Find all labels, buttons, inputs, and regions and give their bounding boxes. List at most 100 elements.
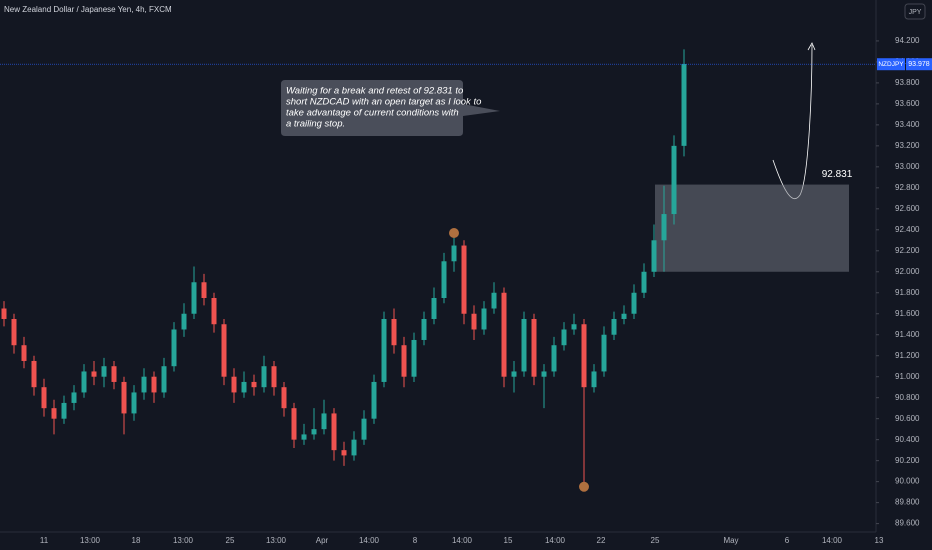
y-tick-label: 93.000: [895, 162, 920, 171]
y-tick-label: 93.800: [895, 78, 920, 87]
candle-body: [671, 145, 677, 215]
candle-body: [681, 64, 687, 146]
currency-label: JPY: [909, 9, 922, 16]
candle-body: [311, 429, 317, 435]
y-tick-label: 90.000: [895, 477, 920, 486]
candle-body: [541, 371, 547, 377]
candle-body: [391, 318, 397, 346]
annotation-line: Waiting for a break and retest of 92.831…: [286, 86, 463, 97]
y-tick-label: 91.600: [895, 309, 920, 318]
x-tick-label: 14:00: [545, 536, 566, 545]
candle-body: [51, 408, 57, 419]
candle-body: [631, 292, 637, 314]
candle-body: [481, 308, 487, 330]
y-tick-label: 92.000: [895, 267, 920, 276]
candle-body: [611, 318, 617, 335]
y-tick-label: 91.200: [895, 351, 920, 360]
chart-title: New Zealand Dollar / Japanese Yen, 4h, F…: [4, 5, 172, 14]
zone: [655, 184, 849, 272]
swing-high-marker: [449, 227, 459, 238]
y-tick-label: 92.600: [895, 204, 920, 213]
candle-body: [411, 339, 417, 377]
candle-body: [121, 381, 127, 414]
y-tick-label: 89.600: [895, 519, 920, 528]
candle-body: [221, 324, 227, 377]
annotation-line: short NZDCAD with an open target as I lo…: [286, 97, 481, 108]
candle-body: [201, 282, 207, 299]
x-tick-label: May: [723, 536, 738, 545]
candle-body: [331, 413, 337, 451]
x-tick-label: 14:00: [359, 536, 380, 545]
candle-body: [461, 245, 467, 314]
symbol-tag: [877, 58, 905, 71]
x-tick-label: 13:00: [266, 536, 287, 545]
price-label: 93.978: [908, 61, 930, 68]
annotation-line: take advantage of current conditions wit…: [286, 108, 459, 119]
candle-body: [521, 318, 527, 372]
candle-body: [1, 308, 7, 319]
candle-body: [441, 261, 447, 299]
candle-body: [561, 329, 567, 346]
candle-body: [401, 345, 407, 377]
candle-body: [321, 413, 327, 430]
candle-body: [421, 318, 427, 340]
zone-label: 92.831: [822, 169, 853, 180]
candle-body: [111, 366, 117, 382]
swing-low-marker: [579, 481, 589, 492]
y-tick-label: 91.400: [895, 330, 920, 339]
x-tick-label: 13:00: [173, 536, 194, 545]
x-tick-label: 13:00: [80, 536, 101, 545]
candle-body: [301, 434, 307, 440]
x-tick-label: 25: [651, 536, 660, 545]
x-tick-label: 13: [875, 536, 884, 545]
candle-body: [641, 271, 647, 293]
y-tick-label: 90.800: [895, 393, 920, 402]
candle-body: [601, 334, 607, 372]
price-tag: [906, 58, 932, 71]
candle-body: [491, 292, 497, 309]
candle-body: [31, 360, 37, 388]
candle-body: [291, 408, 297, 440]
x-tick-label: 11: [40, 536, 49, 545]
candle-body: [151, 376, 157, 393]
candle-body: [91, 371, 97, 377]
arrow-head: [807, 42, 816, 51]
x-tick-label: 15: [504, 536, 513, 545]
candle-body: [511, 371, 517, 377]
currency-box[interactable]: [904, 3, 926, 20]
candle-body: [141, 376, 147, 393]
y-tick-label: 90.600: [895, 414, 920, 423]
y-tick-label: 93.600: [895, 99, 920, 108]
candle-body: [181, 313, 187, 330]
candle-body: [81, 371, 87, 393]
candle-body: [571, 324, 577, 330]
x-tick-label: Apr: [316, 536, 329, 545]
candle-body: [21, 345, 27, 361]
candle-body: [351, 439, 357, 456]
candle-body: [451, 245, 457, 262]
candle-body: [131, 392, 137, 414]
callout-box: [281, 80, 500, 136]
y-tick-label: 90.400: [895, 435, 920, 444]
candle-body: [591, 371, 597, 388]
candle-body: [501, 292, 507, 377]
candle-body: [271, 366, 277, 388]
x-tick-label: 14:00: [822, 536, 843, 545]
y-tick-label: 91.000: [895, 372, 920, 381]
x-tick-label: 8: [413, 536, 418, 545]
y-tick-label: 91.800: [895, 288, 920, 297]
candle-body: [11, 318, 17, 346]
candle-body: [581, 324, 587, 388]
candle-body: [651, 240, 657, 272]
candle-body: [341, 450, 347, 456]
candle-body: [231, 376, 237, 393]
candle-body: [661, 214, 667, 241]
x-tick-label: 14:00: [452, 536, 473, 545]
candle-body: [281, 387, 287, 409]
annotation-line: a trailing stop.: [286, 119, 345, 130]
candle-body: [191, 282, 197, 314]
candle-body: [251, 381, 257, 388]
candle-body: [371, 381, 377, 419]
candle-body: [361, 418, 367, 440]
